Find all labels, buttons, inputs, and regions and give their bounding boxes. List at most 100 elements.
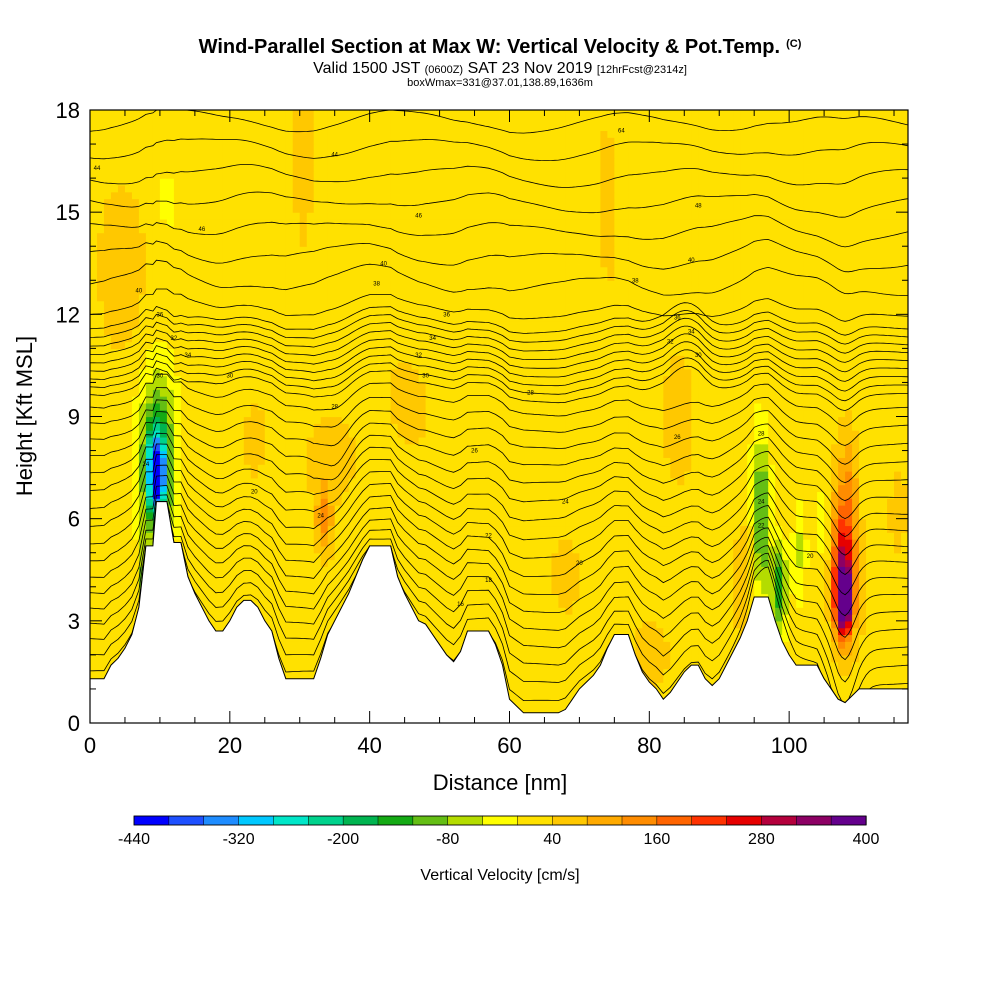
velocity-cell: [334, 505, 343, 513]
velocity-cell: [887, 675, 895, 683]
velocity-cell: [649, 498, 657, 506]
velocity-cell: [845, 450, 853, 458]
velocity-cell: [236, 505, 245, 513]
velocity-cell: [313, 457, 322, 465]
velocity-cell: [593, 586, 601, 595]
velocity-cell: [341, 464, 350, 472]
velocity-cell: [600, 436, 608, 445]
velocity-cell: [572, 552, 580, 561]
velocity-cell: [817, 648, 825, 656]
velocity-cell: [425, 620, 434, 629]
velocity-cell: [824, 634, 832, 642]
velocity-cell: [558, 688, 567, 697]
velocity-cell: [537, 511, 546, 520]
velocity-cell: [579, 654, 587, 663]
velocity-cell: [649, 614, 657, 622]
velocity-cell: [411, 498, 420, 506]
velocity-cell: [509, 545, 518, 554]
velocity-cell: [257, 470, 266, 479]
velocity-cell: [572, 443, 580, 452]
velocity-cell: [460, 539, 469, 547]
velocity-cell: [544, 668, 553, 676]
velocity-cell: [894, 661, 902, 670]
velocity-cell: [537, 627, 546, 636]
velocity-cell: [859, 498, 867, 506]
velocity-cell: [327, 457, 336, 465]
velocity-cell: [348, 566, 357, 574]
velocity-cell: [607, 525, 615, 533]
velocity-cell: [621, 511, 629, 520]
velocity-cell: [222, 491, 231, 499]
velocity-cell: [383, 505, 392, 513]
velocity-cell: [166, 430, 175, 438]
velocity-cell: [565, 457, 574, 465]
velocity-cell: [446, 477, 455, 486]
velocity-cell: [257, 600, 266, 608]
velocity-cell: [236, 430, 245, 438]
velocity-cell: [565, 464, 574, 472]
velocity-cell: [642, 600, 650, 608]
velocity-cell: [103, 470, 112, 479]
velocity-cell: [593, 607, 601, 615]
velocity-cell: [831, 688, 839, 697]
velocity-cell: [705, 661, 713, 670]
velocity-cell: [873, 634, 881, 642]
velocity-cell: [803, 505, 811, 513]
velocity-cell: [509, 505, 518, 513]
velocity-cell: [285, 654, 294, 663]
velocity-cell: [859, 634, 867, 642]
velocity-cell: [460, 607, 469, 615]
velocity-cell: [166, 491, 175, 499]
velocity-cell: [579, 668, 587, 676]
velocity-cell: [726, 600, 734, 608]
velocity-cell: [754, 586, 762, 595]
velocity-cell: [96, 559, 105, 567]
velocity-cell: [341, 430, 350, 438]
velocity-cell: [292, 552, 301, 561]
velocity-cell: [600, 648, 608, 656]
velocity-cell: [558, 505, 567, 513]
velocity-cell: [509, 614, 518, 622]
velocity-cell: [145, 470, 154, 479]
velocity-cell: [803, 470, 811, 479]
velocity-cell: [670, 477, 678, 486]
velocity-cell: [572, 436, 580, 445]
velocity-cell: [803, 457, 811, 465]
velocity-cell: [852, 470, 860, 479]
velocity-cell: [348, 511, 357, 520]
velocity-cell: [369, 539, 378, 547]
velocity-cell: [495, 477, 504, 486]
velocity-cell: [782, 450, 790, 458]
velocity-cell: [439, 525, 448, 533]
velocity-cell: [334, 525, 343, 533]
velocity-cell: [355, 484, 364, 493]
velocity-cell: [250, 525, 259, 533]
velocity-cell: [173, 518, 182, 527]
velocity-cell: [292, 607, 301, 615]
velocity-cell: [656, 484, 664, 493]
velocity-cell: [852, 682, 860, 690]
velocity-cell: [404, 430, 413, 438]
velocity-cell: [299, 436, 308, 445]
velocity-cell: [733, 498, 741, 506]
velocity-cell: [439, 436, 448, 445]
velocity-cell: [677, 559, 685, 567]
velocity-cell: [110, 470, 119, 479]
velocity-cell: [677, 614, 685, 622]
velocity-cell: [306, 539, 315, 547]
velocity-cell: [411, 443, 420, 452]
velocity-cell: [789, 552, 797, 561]
velocity-cell: [586, 443, 594, 452]
velocity-cell: [292, 600, 301, 608]
velocity-cell: [859, 491, 867, 499]
velocity-cell: [425, 491, 434, 499]
velocity-cell: [530, 545, 539, 554]
velocity-cell: [110, 518, 119, 527]
velocity-cell: [187, 511, 196, 520]
velocity-cell: [152, 477, 161, 486]
velocity-cell: [509, 675, 518, 683]
velocity-cell: [733, 477, 741, 486]
velocity-cell: [278, 436, 287, 445]
velocity-cell: [551, 484, 560, 493]
velocity-cell: [817, 491, 825, 499]
